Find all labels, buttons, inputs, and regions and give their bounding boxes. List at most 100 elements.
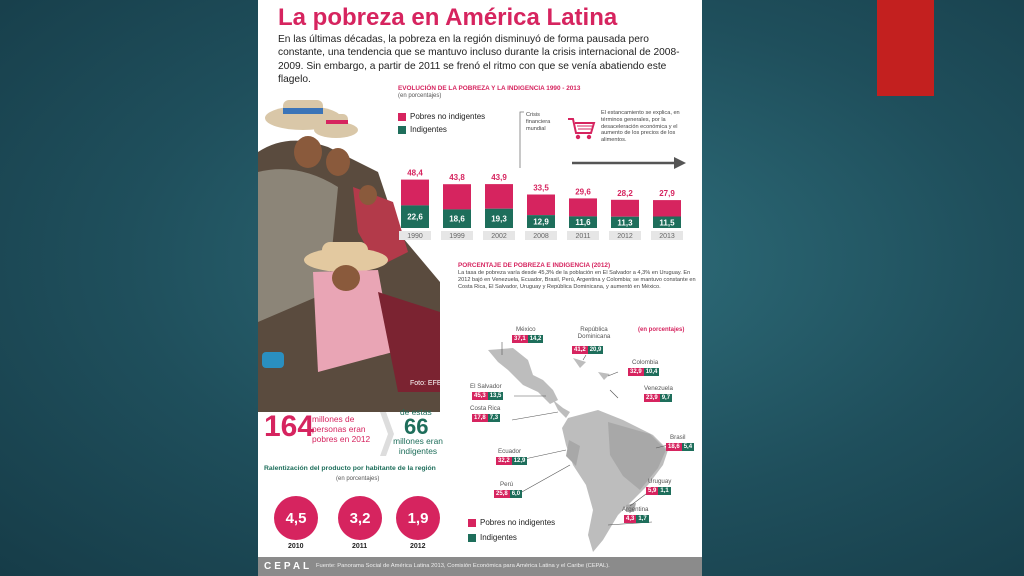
country-label-costa-rica: Costa Rica bbox=[470, 405, 501, 412]
year-tab-2008 bbox=[525, 231, 557, 240]
map-title: PORCENTAJE DE POBREZA E INDIGENCIA (2012… bbox=[458, 262, 611, 269]
photo-women-children bbox=[258, 92, 440, 412]
page-title: La pobreza en América Latina bbox=[278, 4, 618, 31]
crisis-leader-line bbox=[519, 111, 524, 168]
stat-indigent-text: millones eran indigentes bbox=[393, 436, 443, 456]
poverty-value-venezuela: 23,9 bbox=[644, 394, 660, 402]
country-label-ecuador: Ecuador bbox=[498, 448, 522, 455]
country-values-el-salvador: 45,3 13,5 bbox=[472, 392, 504, 400]
growth-circle-2010: 4,5 bbox=[274, 496, 318, 540]
slowdown-title: Ralentización del producto por habitante… bbox=[264, 465, 436, 472]
country-values-ecuador: 32,2 12,9 bbox=[496, 457, 528, 465]
country-values-dominican-republic: 41,2 20,9 bbox=[572, 346, 604, 354]
country-values-uruguay: 5,9 1,1 bbox=[646, 487, 671, 495]
country-label-peru: Perú bbox=[500, 481, 514, 488]
bar-poverty-1990 bbox=[401, 179, 429, 206]
bar-indigence-2008 bbox=[527, 215, 555, 228]
growth-year-2011: 2011 bbox=[352, 543, 368, 550]
poverty-value-el-salvador: 45,3 bbox=[472, 392, 488, 400]
bar-poverty-2013 bbox=[653, 200, 681, 217]
year-tab-2011 bbox=[567, 231, 599, 240]
label-poverty-1999: 43,8 bbox=[449, 173, 465, 182]
indigence-value-mexico: 14,2 bbox=[527, 335, 544, 343]
country-values-mexico: 37,1 14,2 bbox=[512, 335, 544, 343]
legend-label-indigence: Indigentes bbox=[410, 125, 447, 134]
map-legend-swatch-poverty bbox=[468, 518, 476, 527]
country-values-peru: 25,8 6,0 bbox=[494, 490, 523, 498]
infographic-poster: La pobreza en América Latina En las últi… bbox=[258, 0, 702, 576]
stat-total: 164 bbox=[264, 410, 315, 443]
year-label-1990: 1990 bbox=[407, 233, 423, 240]
poverty-value-ecuador: 32,2 bbox=[496, 457, 512, 465]
indigence-value-el-salvador: 13,5 bbox=[487, 392, 504, 400]
bar-indigence-2002 bbox=[485, 208, 513, 228]
country-label-colombia: Colombia bbox=[632, 359, 659, 366]
indigence-value-colombia: 10,4 bbox=[643, 368, 660, 376]
country-label-venezuela: Venezuela bbox=[644, 385, 673, 392]
poverty-value-costa-rica: 17,8 bbox=[472, 414, 488, 422]
photo-credit: Foto: EFE bbox=[410, 380, 442, 387]
slowdown-subtitle: (en porcentajes) bbox=[336, 476, 380, 482]
bar-indigence-2013 bbox=[653, 216, 681, 228]
poverty-value-colombia: 32,9 bbox=[628, 368, 644, 376]
label-indigence-2002: 19,3 bbox=[491, 214, 507, 223]
accent-tab bbox=[877, 0, 934, 96]
indigence-value-costa-rica: 7,3 bbox=[487, 414, 501, 422]
map-description: La tasa de pobreza varía desde 45,3% de … bbox=[458, 270, 696, 290]
footer-bar: CEPAL Fuente: Panorama Social de América… bbox=[258, 557, 702, 576]
growth-circle-2012: 1,9 bbox=[396, 496, 440, 540]
year-label-1999: 1999 bbox=[449, 233, 465, 240]
bar-indigence-2011 bbox=[569, 216, 597, 228]
country-label-dominican-republic: República Dominicana bbox=[577, 326, 611, 340]
growth-year-2010: 2010 bbox=[288, 543, 304, 550]
map-legend-label-indigence: Indigentes bbox=[480, 533, 517, 542]
label-poverty-2002: 43,9 bbox=[491, 173, 507, 182]
bar-poverty-2008 bbox=[527, 194, 555, 216]
stat-total-text: millones de personas eran pobres en 2012 bbox=[312, 414, 371, 444]
country-label-el-salvador: El Salvador bbox=[470, 383, 502, 390]
label-poverty-2012: 28,2 bbox=[617, 189, 633, 198]
label-poverty-2011: 29,6 bbox=[575, 187, 591, 196]
chart-title: EVOLUCIÓN DE LA POBREZA Y LA INDIGENCIA … bbox=[398, 85, 581, 92]
indigence-value-ecuador: 12,9 bbox=[511, 457, 528, 465]
legend-indigence: Indigentes bbox=[398, 125, 447, 134]
label-indigence-2012: 11,3 bbox=[617, 218, 633, 227]
year-label-2012: 2012 bbox=[617, 233, 633, 240]
stat-divider-arrow bbox=[380, 412, 394, 456]
evolution-bar-chart: 48,4 22,6 1990 43,8 18,6 1999 43,9 19,3 2002 33,5… bbox=[399, 169, 683, 240]
year-label-2011: 2011 bbox=[575, 233, 590, 240]
year-tab-2012 bbox=[609, 231, 641, 240]
label-indigence-2011: 11,6 bbox=[575, 218, 591, 227]
cepal-logo: CEPAL bbox=[264, 561, 313, 572]
label-indigence-2008: 12,9 bbox=[533, 218, 549, 227]
bar-poverty-2011 bbox=[569, 198, 597, 217]
label-poverty-2008: 33,5 bbox=[533, 184, 549, 193]
bar-poverty-2002 bbox=[485, 184, 513, 209]
indigence-value-peru: 6,0 bbox=[509, 490, 523, 498]
map-legend-label-poverty: Pobres no indigentes bbox=[480, 518, 556, 527]
intro-paragraph: En las últimas décadas, la pobreza en la… bbox=[278, 34, 680, 85]
bar-poverty-2012 bbox=[611, 199, 639, 217]
bar-indigence-2012 bbox=[611, 216, 639, 228]
country-values-argentina: 4,3 1,7 bbox=[624, 515, 649, 523]
bar-poverty-1999 bbox=[443, 184, 471, 210]
country-label-uruguay: Uruguay bbox=[648, 478, 672, 485]
country-label-brasil: Brasil bbox=[670, 434, 686, 441]
poverty-value-mexico: 37,1 bbox=[512, 335, 528, 343]
shopping-cart-icon bbox=[568, 118, 596, 140]
source-note: Fuente: Panorama Social de América Latin… bbox=[316, 563, 610, 569]
country-values-colombia: 32,9 10,4 bbox=[628, 368, 660, 376]
map-units: (en porcentajes) bbox=[638, 327, 685, 333]
country-values-brasil: 18,6 5,4 bbox=[666, 443, 695, 451]
indigence-value-argentina: 1,7 bbox=[636, 515, 649, 523]
poverty-value-peru: 25,8 bbox=[494, 490, 510, 498]
map-legend-swatch-indigence bbox=[468, 533, 476, 542]
growth-year-2012: 2012 bbox=[410, 543, 426, 550]
year-tab-2002 bbox=[483, 231, 515, 240]
year-tab-1990 bbox=[399, 231, 431, 240]
growth-circle-2011: 3,2 bbox=[338, 496, 382, 540]
label-poverty-1990: 48,4 bbox=[407, 169, 423, 178]
map-legend-poverty: Pobres no indigentes bbox=[468, 518, 555, 527]
stat-of-these: de estas bbox=[400, 407, 432, 417]
year-label-2013: 2013 bbox=[659, 233, 675, 240]
